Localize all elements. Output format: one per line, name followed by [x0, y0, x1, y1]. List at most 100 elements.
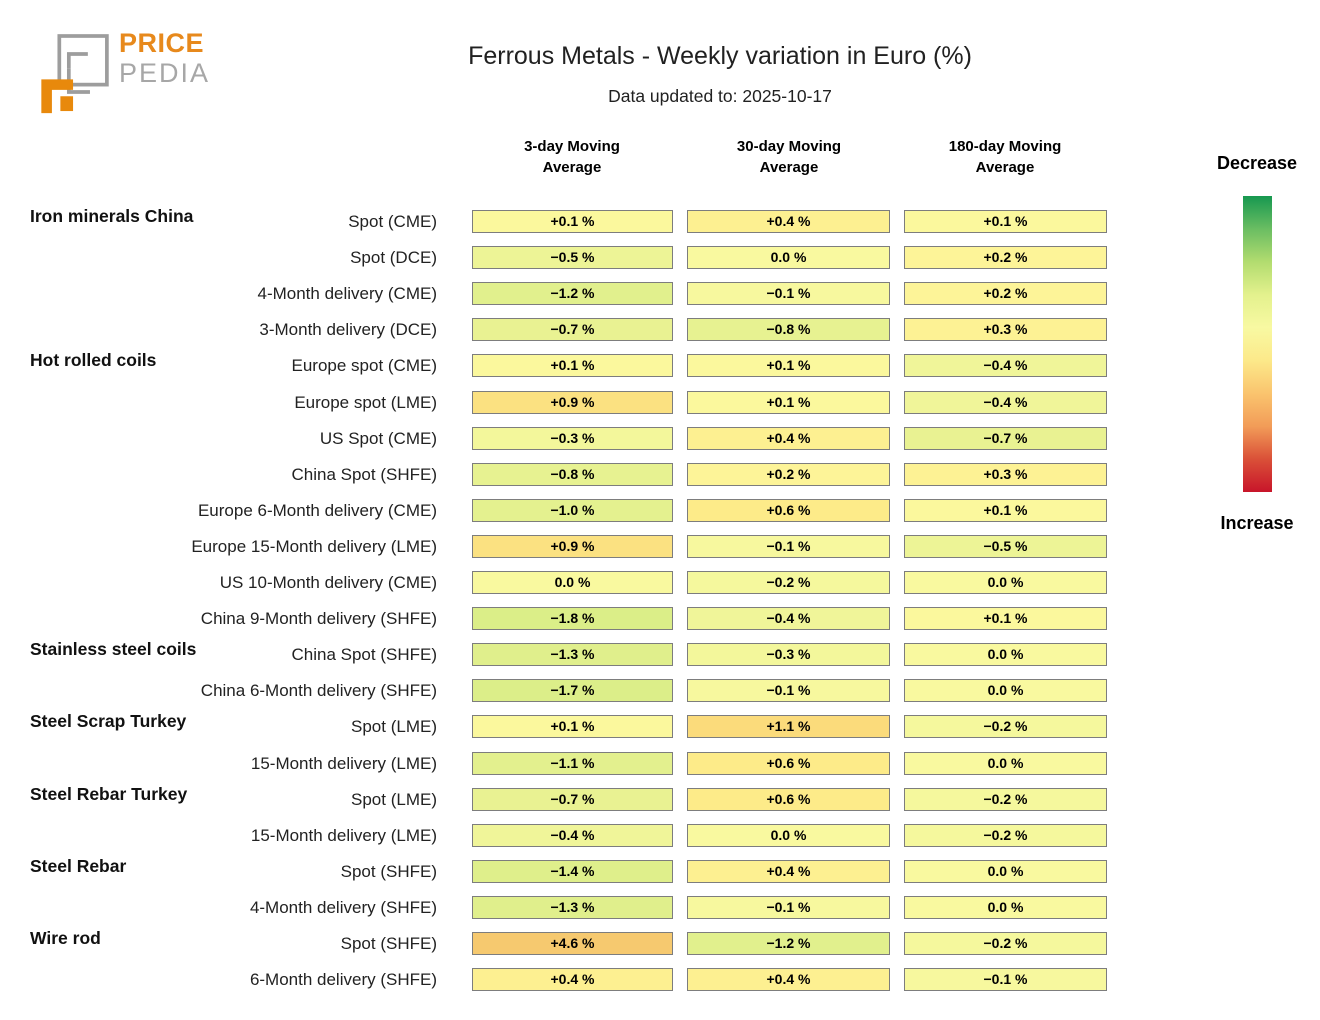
row-label: Spot (LME) [351, 789, 437, 809]
heatmap-cell: +0.9 % [472, 534, 673, 558]
column-header-180day: 180-day Moving Average [895, 136, 1115, 178]
pricepedia-logo-icon [41, 34, 109, 114]
heatmap-cell: −0.2 % [904, 932, 1107, 955]
heatmap-cell: 0.0 % [904, 643, 1107, 667]
heatmap-cell: +0.6 % [687, 751, 890, 775]
heatmap-cell: −0.5 % [472, 246, 673, 270]
heatmap-cell: −0.5 % [904, 534, 1107, 558]
heatmap-cell: −0.3 % [687, 643, 890, 667]
heatmap-cell: −0.8 % [687, 318, 890, 342]
row-label: Spot (LME) [351, 717, 437, 737]
heatmap-cell: +0.2 % [904, 282, 1107, 306]
heatmap-cell: −1.2 % [687, 932, 890, 955]
heatmap-cell: +1.1 % [687, 715, 890, 739]
heatmap-cell: +0.2 % [687, 462, 890, 486]
row-label: 6-Month delivery (SHFE) [249, 970, 437, 990]
row-label: China 9-Month delivery (SHFE) [200, 609, 437, 629]
heatmap-cell: +0.3 % [904, 318, 1107, 342]
heatmap-cell: +0.6 % [687, 498, 890, 522]
heatmap-cell: +4.6 % [472, 932, 673, 955]
column-header-30day-line1: 30-day Moving [736, 138, 842, 155]
heatmap-cell: +0.1 % [472, 210, 673, 233]
row-label: China Spot (SHFE) [291, 464, 438, 484]
heatmap-cell: −1.3 % [472, 895, 673, 919]
group-label: Steel Rebar Turkey [30, 783, 188, 804]
heatmap-cell: −0.3 % [472, 426, 673, 450]
row-label: US Spot (CME) [319, 428, 437, 448]
heatmap-cell: −1.4 % [472, 859, 673, 883]
heatmap-cell: −0.4 % [904, 354, 1107, 378]
row-label: 4-Month delivery (SHFE) [249, 897, 437, 917]
row-label: Spot (CME) [348, 212, 437, 231]
row-label: Spot (DCE) [350, 248, 437, 268]
group-label: Wire rod [30, 928, 101, 948]
chart-title: Ferrous Metals - Weekly variation in Eur… [468, 42, 972, 70]
heatmap-cell: −1.8 % [472, 607, 673, 631]
column-header-30day: 30-day Moving Average [679, 136, 899, 178]
chart-subtitle: Data updated to: 2025-10-17 [608, 86, 832, 106]
row-label: 15-Month delivery (LME) [250, 753, 437, 773]
row-label: Europe spot (CME) [291, 356, 438, 376]
heatmap-cell: 0.0 % [687, 823, 890, 847]
row-label: Spot (SHFE) [340, 861, 437, 881]
heatmap-cell: −0.1 % [687, 895, 890, 919]
heatmap-cell: −1.3 % [472, 643, 673, 667]
heatmap-cell: 0.0 % [904, 859, 1107, 883]
heatmap-cell: −0.7 % [472, 318, 673, 342]
heatmap-cell: 0.0 % [904, 679, 1107, 703]
row-label: China 6-Month delivery (SHFE) [200, 681, 437, 701]
heatmap-cell: +0.9 % [472, 390, 673, 414]
heatmap-cell: 0.0 % [472, 571, 673, 594]
heatmap-cell: −1.1 % [472, 751, 673, 775]
column-header-3day-line1: 3-day Moving [524, 138, 620, 155]
column-header-180day-line2: Average [975, 159, 1035, 176]
heatmap-cell: −0.2 % [904, 715, 1107, 739]
heatmap-cell: −1.0 % [472, 498, 673, 522]
row-label: Spot (SHFE) [340, 934, 437, 953]
heatmap-cell: +0.1 % [904, 210, 1107, 233]
heatmap-cell: −0.2 % [904, 787, 1107, 811]
group-label: Hot rolled coils [30, 350, 157, 371]
heatmap-cell: 0.0 % [904, 571, 1107, 594]
heatmap-cell: +0.4 % [687, 210, 890, 233]
heatmap-cell: +0.4 % [687, 968, 890, 992]
heatmap-cell: +0.4 % [472, 968, 673, 992]
heatmap-cell: +0.4 % [687, 426, 890, 450]
column-header-3day-line2: Average [542, 159, 602, 176]
group-label: Stainless steel coils [30, 639, 197, 660]
legend-decrease-label: Decrease [1216, 153, 1298, 173]
heatmap-cell: +0.6 % [687, 787, 890, 811]
logo-word-pedia: PEDIA [119, 58, 211, 88]
heatmap-cell: +0.1 % [904, 607, 1107, 631]
heatmap-cell: −0.7 % [472, 787, 673, 811]
legend-increase-label: Increase [1220, 513, 1294, 533]
heatmap-cell: 0.0 % [904, 751, 1107, 775]
heatmap-cell: +0.4 % [687, 859, 890, 883]
column-header-180day-line1: 180-day Moving [948, 138, 1062, 155]
row-label: 3-Month delivery (DCE) [259, 320, 437, 340]
legend-gradient-bar [1243, 196, 1272, 492]
heatmap-cell: −0.4 % [904, 390, 1107, 414]
pricepedia-logo-text: PRICE PEDIA [119, 30, 210, 87]
heatmap-cell: −0.1 % [687, 534, 890, 558]
heatmap-cell: +0.3 % [904, 462, 1107, 486]
heatmap-cell: −1.2 % [472, 282, 673, 306]
row-label: US 10-Month delivery (CME) [219, 573, 437, 592]
row-label: 15-Month delivery (LME) [250, 825, 437, 845]
column-header-30day-line2: Average [759, 159, 819, 176]
heatmap-cell: +0.1 % [687, 354, 890, 378]
pricepedia-logo: PRICE PEDIA [35, 30, 210, 116]
heatmap-cell: +0.2 % [904, 246, 1107, 270]
row-label: Europe 15-Month delivery (LME) [191, 536, 437, 556]
heatmap-cell: 0.0 % [904, 895, 1107, 919]
group-label: Steel Scrap Turkey [30, 711, 187, 732]
heatmap-cell: −0.4 % [472, 823, 673, 847]
heatmap-cell: −1.7 % [472, 679, 673, 703]
row-label: 4-Month delivery (CME) [257, 284, 438, 304]
row-label: Europe 6-Month delivery (CME) [197, 500, 437, 520]
group-label: Steel Rebar [30, 855, 127, 876]
row-label: China Spot (SHFE) [291, 645, 438, 665]
group-label: Iron minerals China [30, 206, 194, 226]
row-label: Europe spot (LME) [294, 392, 437, 412]
heatmap-cell: +0.1 % [472, 354, 673, 378]
